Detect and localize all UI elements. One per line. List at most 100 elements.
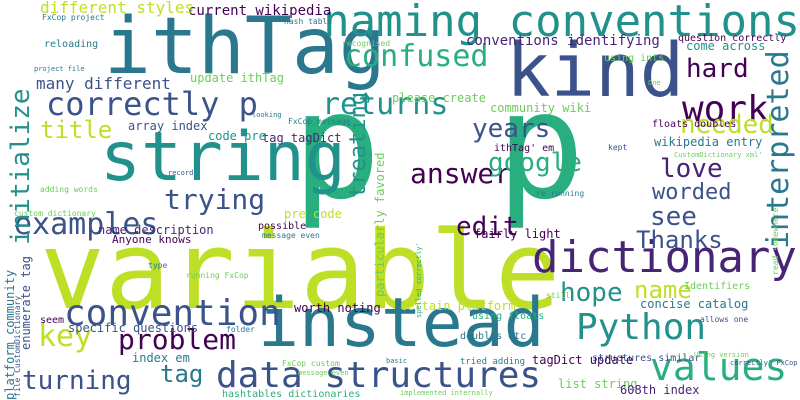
word-hash-table: hash table	[284, 17, 333, 26]
word-certain-platform: certain platform	[400, 299, 516, 313]
word-variable: variable	[40, 209, 561, 334]
word-floats-doubles: floats doubles	[652, 119, 737, 130]
word-data-structures: data structures	[216, 355, 542, 396]
word-turning: turning	[22, 366, 132, 396]
word-adding-words: adding words	[40, 185, 98, 194]
word-naming-conventions: naming conventions	[323, 0, 800, 47]
word-please-create: please create	[392, 91, 486, 105]
word-returns: returns	[322, 87, 449, 122]
word-fairly-light: fairly light	[474, 227, 561, 241]
word-needed: needed	[680, 110, 774, 140]
word-answer: answer	[410, 157, 512, 190]
word-python: Python	[576, 307, 707, 348]
word-seem: seem	[40, 315, 65, 326]
word-specific-questions: specific questions	[68, 321, 199, 335]
word-concise-catalog: concise catalog	[640, 297, 749, 311]
word-anyone-knows: Anyone knows	[112, 233, 192, 246]
word-key: key	[38, 319, 93, 354]
word-dictionary: dictionary	[532, 232, 797, 283]
word-worded: worded	[652, 180, 732, 205]
word-hard: hard	[686, 54, 749, 84]
word-years: years	[472, 114, 551, 144]
word-using-version: Using version	[694, 351, 749, 359]
word-file-customdictionary: file CustomDictionary	[13, 295, 22, 397]
word-many-different: many different	[36, 74, 171, 93]
word-thanks: Thanks	[636, 226, 723, 254]
word-tag: tag	[160, 360, 204, 388]
word-608th-index: 608th index	[620, 383, 700, 397]
word-pre-code: pre code	[284, 207, 342, 221]
word-see: see	[650, 202, 697, 232]
word-array-index: array index	[128, 119, 208, 133]
word-read-somewhere: read somewhere	[771, 207, 780, 275]
word-spelled-correctly: spelled correctly'	[415, 242, 423, 318]
word-fxcop-custom: FxCop custom	[282, 359, 340, 368]
word-message-even: message even	[262, 231, 320, 240]
word-question-correctly: question correctly	[678, 33, 787, 44]
word-message-even-bottom: message even	[298, 369, 349, 377]
word-re-running: re running	[536, 189, 585, 198]
word-trying: trying	[164, 183, 266, 216]
word-possible: possible	[258, 221, 307, 232]
word-doubles-etc: doubles etc	[460, 331, 527, 342]
word-recognised: recognised	[342, 39, 391, 48]
word-using-ints: using ints	[604, 53, 665, 64]
word-looking: looking	[252, 111, 282, 119]
word-identifiers: Identifiers	[684, 281, 751, 292]
word-folder: folder	[226, 325, 255, 334]
word-google: google	[488, 148, 582, 178]
word-string: string	[100, 118, 346, 197]
word-work: work	[682, 89, 769, 130]
word-values: values	[650, 345, 788, 389]
word-initialize: initialize	[6, 88, 36, 245]
word-type: type	[148, 261, 168, 270]
word-code-pre: code pre	[208, 129, 266, 143]
word-come-across: come across	[686, 39, 766, 53]
word-project-file: project file	[34, 65, 85, 73]
word-custom-dictionary: custom dictionary	[14, 209, 96, 218]
word-conventions-identifying: conventions identifying	[466, 33, 660, 49]
word-name: name	[634, 276, 692, 304]
word-worth-noting: worth noting	[294, 301, 381, 315]
word-update-ithtag: update ithTag	[190, 71, 284, 85]
word-convention: convention	[64, 293, 281, 334]
word-particularly-favored: particularly favored	[373, 152, 387, 298]
word-fxcop-project: FxCop project	[42, 13, 105, 22]
word-hope: hope	[560, 278, 623, 308]
word-tag-tagdict: tag tagDict	[262, 131, 342, 145]
word-list-string: list string	[558, 377, 638, 391]
word-reloading: reloading	[44, 39, 99, 50]
word-ithtag-em: ithTag' em	[494, 143, 555, 154]
word-kept: kept	[608, 143, 628, 152]
word-current-wikipedia: current wikipedia	[188, 3, 332, 19]
word-love: love	[660, 154, 723, 184]
word-using-floats: using floats	[472, 311, 545, 322]
word-correctly-p: correctly p	[46, 85, 258, 123]
word-examples: examples	[14, 207, 159, 242]
word-name-description: name description	[98, 223, 214, 237]
word-customdictionary-xml: CustomDictionary xml'	[674, 151, 763, 159]
word-implemented-internally: implemented internally	[400, 389, 493, 397]
word-tagdict-update: tagDict update	[532, 353, 634, 367]
word-kind: kind	[506, 28, 685, 114]
word-different-styles: different styles	[40, 0, 195, 17]
word-community-wiki: community wiki	[490, 101, 592, 115]
word-p-left: p	[292, 60, 382, 232]
word-one: One	[648, 79, 661, 87]
word-p-right: p	[496, 60, 586, 232]
word-still: still	[546, 291, 571, 300]
word-fxcop-message: FxCop message	[288, 117, 351, 126]
word-index-em: index em	[132, 351, 190, 365]
word-record: record	[168, 169, 194, 177]
word-tried-adding: tried adding	[460, 357, 526, 367]
word-confused: confused	[344, 39, 489, 74]
word-hashtables-dictionaries: hashtables dictionaries	[222, 389, 361, 400]
word-basic: basic	[386, 357, 408, 365]
word-wikipedia-entry: wikipedia entry	[654, 135, 763, 149]
word-title: title	[40, 116, 113, 144]
word-structures-similar: structures similar	[592, 353, 701, 364]
word-ithtag: ithTag	[104, 2, 386, 92]
word-treating: treating	[346, 92, 371, 198]
word-running-fxcop: running FxCop	[186, 271, 249, 280]
